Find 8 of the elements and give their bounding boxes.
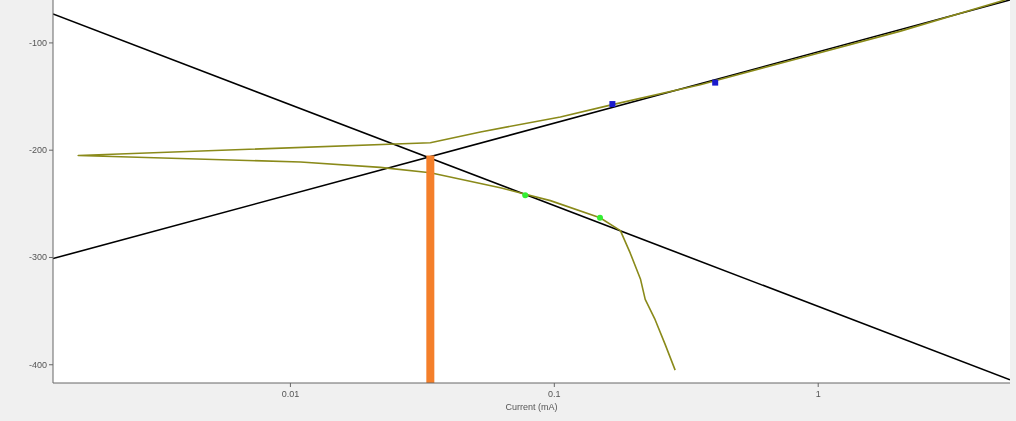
y-tick-label: -100 xyxy=(28,37,47,48)
x-tick-label: 0.1 xyxy=(548,389,561,399)
x-tick-label: 1 xyxy=(815,389,821,399)
x-tick-label: 0.01 xyxy=(281,389,300,399)
y-tick-label: -200 xyxy=(28,145,47,156)
y-tick-label: -400 xyxy=(28,359,47,370)
x-axis-title: Current (mA) xyxy=(505,402,558,412)
y-tick-label: -300 xyxy=(28,252,47,263)
